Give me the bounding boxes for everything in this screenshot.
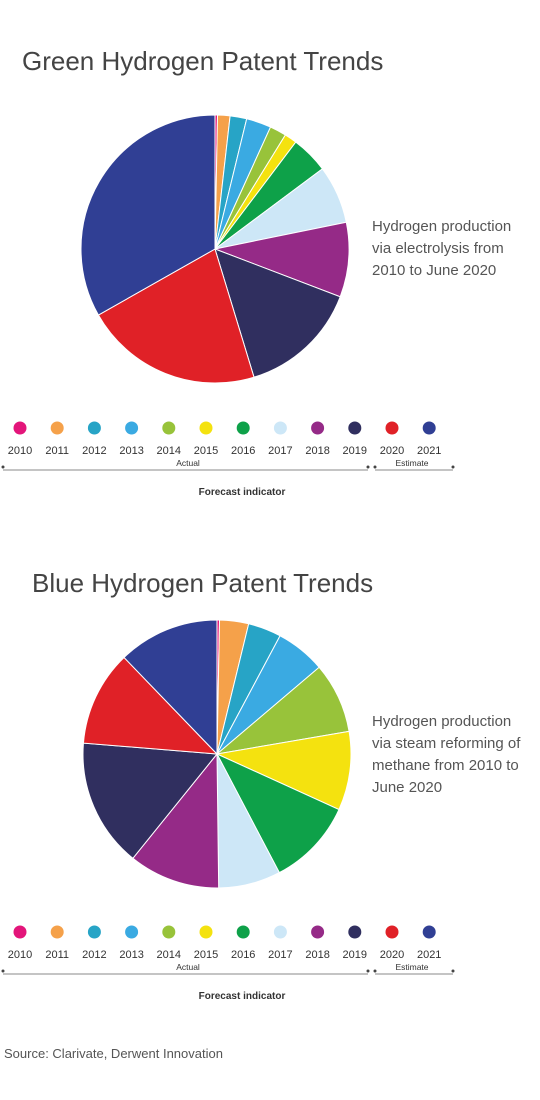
green-legend-label-2017: 2017: [268, 445, 292, 457]
green-pie-chart: [80, 114, 350, 384]
green-legend-label-2011: 2011: [45, 445, 69, 457]
green-legend-label-2019: 2019: [343, 445, 367, 457]
blue-legend-dot-2010: [13, 925, 27, 939]
blue-estimate-label: Estimate: [395, 962, 428, 972]
blue-actual-label: Actual: [176, 962, 200, 972]
blue-legend-dot-2014: [162, 925, 176, 939]
blue-legend-label-2010: 2010: [8, 949, 32, 961]
green-estimate-bracket-end: [451, 465, 455, 469]
green-actual-label: Actual: [176, 458, 200, 468]
green-legend-dot-2011: [50, 421, 64, 435]
green-estimate-bracket-start: [373, 465, 377, 469]
blue-legend-dot-2018: [311, 925, 325, 939]
green-chart-description: Hydrogen production via electrolysis fro…: [372, 218, 512, 279]
blue-legend-label-2019: 2019: [343, 949, 367, 961]
green-legend-dot-2021: [422, 421, 436, 435]
blue-chart-description: Hydrogen production via steam reforming …: [372, 713, 521, 796]
blue-legend-label-2011: 2011: [45, 949, 69, 961]
blue-slice-2018: [132, 752, 220, 889]
green-slice-2021: [80, 114, 216, 316]
blue-forecast-label: Forecast indicator: [199, 991, 286, 1002]
green-legend-dot-2017: [273, 421, 287, 435]
green-legend-label-2015: 2015: [194, 445, 218, 457]
blue-actual-bracket-end: [366, 969, 370, 973]
blue-slice-2021: [123, 619, 218, 756]
blue-slice-2015: [215, 730, 352, 811]
blue-estimate-bracket-start: [373, 969, 377, 973]
blue-legend-dot-2016: [236, 925, 250, 939]
blue-legend-label-2017: 2017: [268, 949, 292, 961]
blue-legend-dot-2021: [422, 925, 436, 939]
green-legend-dot-2015: [199, 421, 213, 435]
green-legend-label-2016: 2016: [231, 445, 255, 457]
blue-legend-dot-2012: [87, 925, 101, 939]
blue-legend-dot-2013: [125, 925, 139, 939]
blue-legend-dot-2017: [273, 925, 287, 939]
green-legend-dot-2016: [236, 421, 250, 435]
blue-chart-legend: 2010 2011 2012 2013 2014 2015 2016 2017 2018 2019…: [1, 925, 455, 1002]
green-slice-2019: [214, 248, 341, 378]
green-legend-dot-2013: [125, 421, 139, 435]
blue-slice-2020: [82, 656, 219, 755]
green-legend-label-2012: 2012: [82, 445, 106, 457]
green-forecast-label: Forecast indicator: [199, 487, 286, 498]
green-legend-label-2020: 2020: [380, 445, 404, 457]
green-actual-bracket-start: [1, 465, 5, 469]
blue-slice-2016: [215, 752, 340, 874]
blue-legend-label-2013: 2013: [119, 949, 143, 961]
blue-estimate-bracket-end: [451, 969, 455, 973]
green-legend-label-2010: 2010: [8, 445, 32, 457]
green-chart-title: Green Hydrogen Patent Trends: [22, 46, 384, 76]
blue-slice-2019: [82, 742, 218, 860]
source-note: Source: Clarivate, Derwent Innovation: [4, 1046, 223, 1061]
blue-legend-dot-2011: [50, 925, 64, 939]
green-legend-dot-2020: [385, 421, 399, 435]
blue-chart-title: Blue Hydrogen Patent Trends: [32, 568, 374, 598]
blue-legend-label-2015: 2015: [194, 949, 218, 961]
green-legend-dot-2019: [348, 421, 362, 435]
blue-legend-label-2016: 2016: [231, 949, 255, 961]
blue-legend-label-2012: 2012: [82, 949, 106, 961]
blue-legend-label-2014: 2014: [157, 949, 181, 961]
blue-legend-dot-2020: [385, 925, 399, 939]
blue-legend-label-2018: 2018: [305, 949, 329, 961]
green-legend-label-2021: 2021: [417, 445, 441, 457]
green-legend-label-2014: 2014: [157, 445, 181, 457]
blue-actual-bracket-start: [1, 969, 5, 973]
green-legend-dot-2018: [311, 421, 325, 435]
green-legend-label-2013: 2013: [119, 445, 143, 457]
green-estimate-label: Estimate: [395, 458, 428, 468]
blue-legend-dot-2015: [199, 925, 213, 939]
blue-legend-dot-2019: [348, 925, 362, 939]
green-legend-dot-2012: [87, 421, 101, 435]
green-actual-bracket-end: [366, 465, 370, 469]
blue-legend-label-2021: 2021: [417, 949, 441, 961]
green-slice-2020: [97, 248, 255, 384]
green-legend-dot-2014: [162, 421, 176, 435]
green-legend-label-2018: 2018: [305, 445, 329, 457]
green-legend-dot-2010: [13, 421, 27, 435]
green-chart-legend: 2010 2011 2012 2013 2014 2015 2016 2017 2018 2019…: [1, 421, 455, 498]
blue-pie-chart: [82, 619, 352, 889]
blue-legend-label-2020: 2020: [380, 949, 404, 961]
